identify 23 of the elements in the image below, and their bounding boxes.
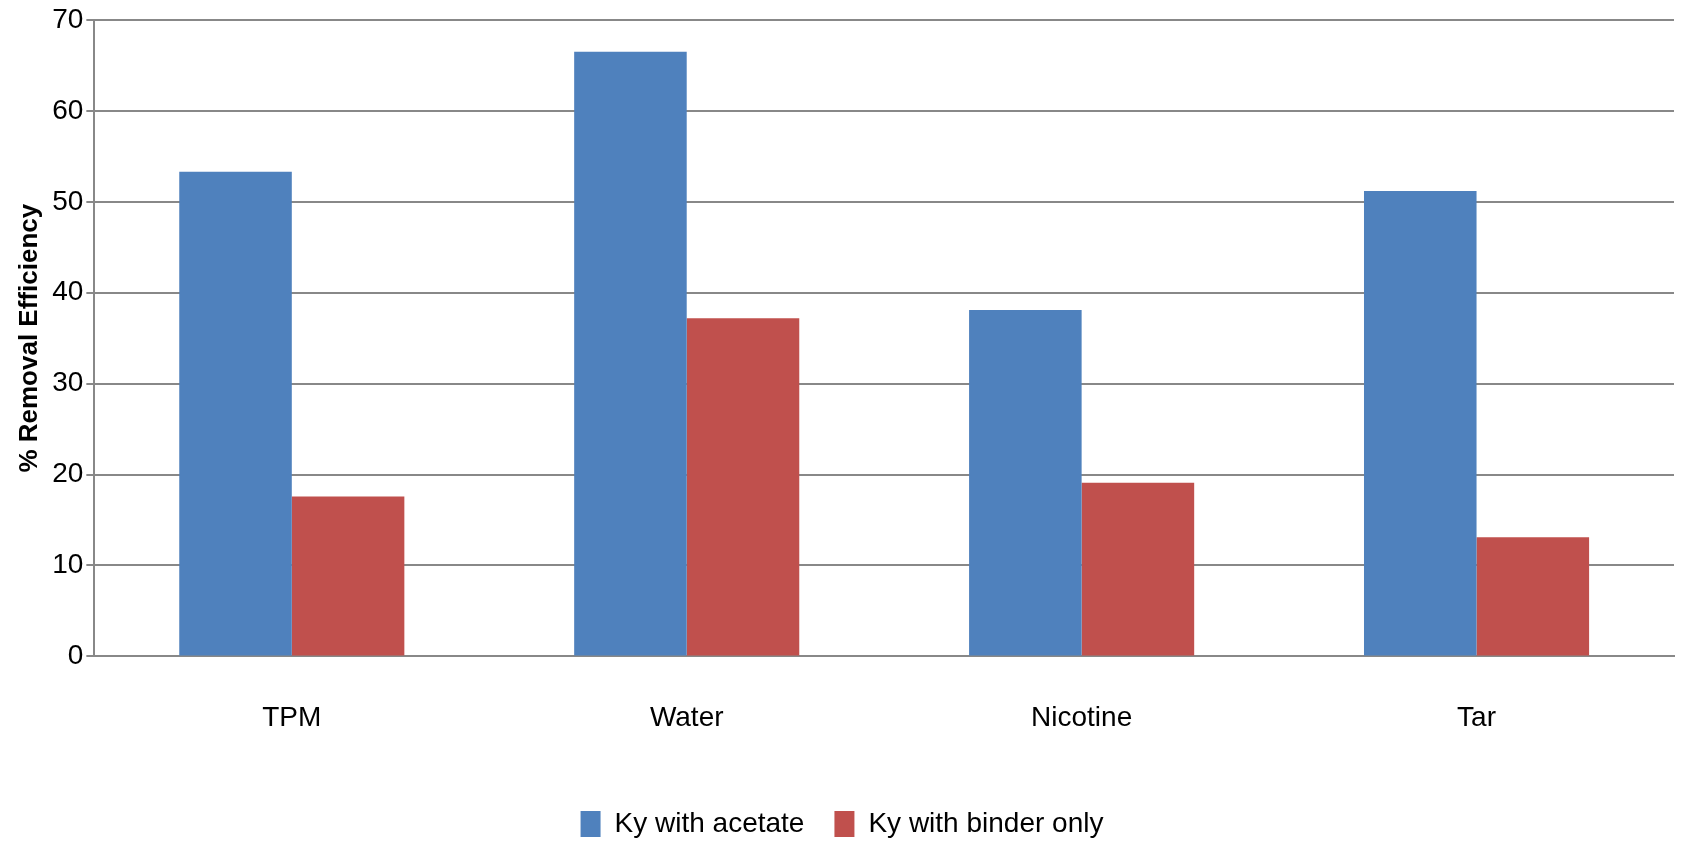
bar — [1476, 537, 1590, 656]
x-tick-label: Nicotine — [1031, 700, 1133, 732]
legend-label: Ky with binder only — [868, 806, 1104, 838]
y-tick-label: 40 — [52, 275, 84, 307]
y-tick-label: 30 — [52, 366, 84, 398]
y-tick-label: 70 — [52, 2, 84, 34]
bar — [686, 318, 800, 656]
x-tick-label: TPM — [262, 700, 322, 732]
bar — [291, 496, 405, 656]
y-axis-title: % Removal Efficiency — [12, 203, 43, 473]
y-tick-label: 60 — [52, 93, 84, 125]
y-tick-label: 10 — [52, 548, 84, 580]
bar — [179, 171, 292, 656]
bar — [969, 310, 1082, 656]
y-tick-label: 50 — [52, 184, 84, 216]
x-tick-label: Water — [649, 700, 724, 732]
bar — [1081, 482, 1195, 656]
legend-label: Ky with acetate — [614, 806, 805, 838]
bar — [1363, 190, 1477, 656]
y-tick-label: 0 — [67, 639, 84, 671]
bar — [574, 51, 687, 656]
y-tick-label: 20 — [52, 457, 84, 489]
x-tick-label: Tar — [1457, 700, 1496, 732]
